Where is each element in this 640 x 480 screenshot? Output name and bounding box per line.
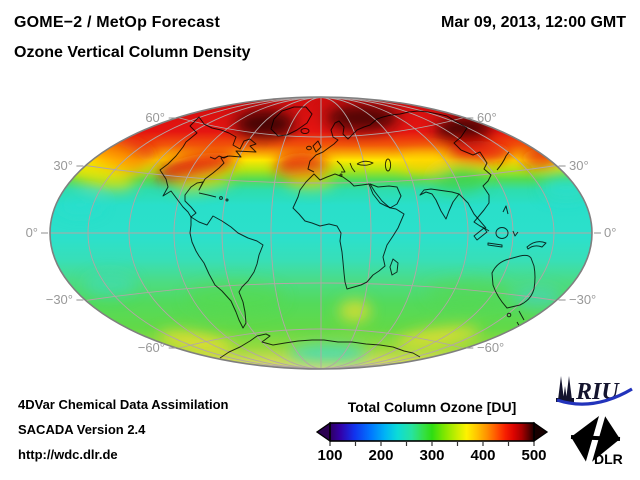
lat-label-right-m60: −60°	[477, 340, 504, 355]
colorbar-title: Total Column Ozone [DU]	[347, 399, 517, 415]
footer-assimilation: 4DVar Chemical Data Assimilation	[18, 397, 229, 412]
lat-label-right-m30: −30°	[569, 292, 596, 307]
riu-logo-text: RIU	[575, 379, 620, 405]
lat-label-left-0: 0°	[26, 225, 38, 240]
colorbar-tick-400: 400	[470, 447, 496, 464]
colorbar-tick-200: 200	[368, 447, 394, 464]
logo-area: RIU DLR	[556, 376, 633, 467]
lat-label-left-m30: −30°	[46, 292, 73, 307]
page-title: GOME−2 / MetOp Forecast	[14, 14, 220, 31]
riu-logo: RIU	[556, 376, 633, 406]
dlr-logo-text: DLR	[594, 451, 623, 467]
dlr-logo: DLR	[570, 412, 623, 467]
dlr-star-icon	[570, 412, 621, 466]
lat-label-left-30: 30°	[53, 158, 73, 173]
footer-version: SACADA Version 2.4	[18, 422, 146, 437]
graticule	[50, 97, 592, 369]
coastlines	[159, 106, 547, 359]
cathedral-icon	[556, 376, 574, 402]
map-outline	[49, 96, 593, 370]
lat-ticks	[41, 117, 601, 349]
lat-label-left-60: 60°	[145, 110, 165, 125]
colorbar-tick-300: 300	[419, 447, 445, 464]
colorbar-right-arrow-icon	[533, 421, 549, 443]
colorbar-gradient	[329, 422, 535, 442]
colorbar-left-arrow-icon	[315, 421, 331, 443]
lat-label-left-m60: −60°	[138, 340, 165, 355]
page-subtitle: Ozone Vertical Column Density	[14, 44, 251, 61]
footer-url: http://wdc.dlr.de	[18, 447, 118, 462]
lat-label-right-30: 30°	[569, 158, 589, 173]
colorbar-tick-100: 100	[317, 447, 343, 464]
lat-label-right-0: 0°	[604, 225, 616, 240]
colorbar-tick-marks	[329, 442, 535, 446]
colorbar	[315, 421, 549, 446]
datetime-label: Mar 09, 2013, 12:00 GMT	[441, 14, 626, 31]
ozone-field	[50, 97, 592, 369]
lat-label-right-60: 60°	[477, 110, 497, 125]
riu-swoosh-icon	[556, 387, 633, 406]
colorbar-tick-500: 500	[521, 447, 547, 464]
